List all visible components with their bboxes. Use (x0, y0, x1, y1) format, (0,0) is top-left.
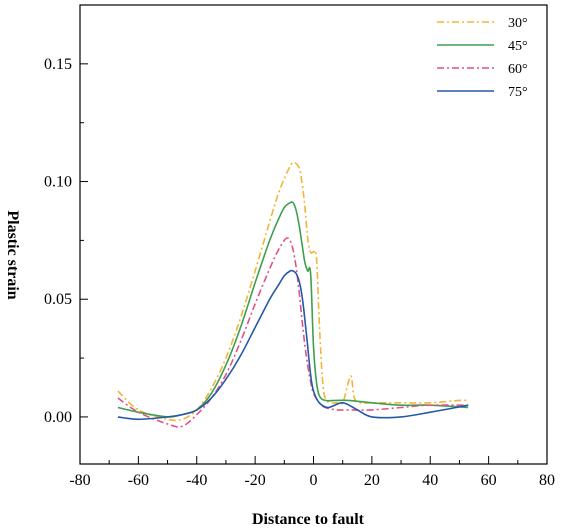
x-tick-label: 60 (481, 472, 497, 489)
x-tick-label: 80 (539, 472, 555, 489)
legend-label: 60° (508, 62, 528, 77)
x-tick-label: 0 (310, 472, 318, 489)
y-axis-title: Plastic strain (4, 210, 21, 299)
series-line-1 (117, 161, 469, 422)
x-tick-label: 20 (364, 472, 380, 489)
legend-label: 45° (508, 39, 528, 54)
series-line-4 (117, 269, 469, 421)
x-tick-label: -60 (128, 472, 149, 489)
y-axis-ticks: 0.00 0.05 0.10 0.15 (44, 56, 88, 426)
y-tick-label: 0.10 (44, 174, 72, 191)
y-tick-label: 0.05 (44, 291, 72, 308)
x-tick-label: 40 (422, 472, 438, 489)
x-tick-label: -80 (69, 472, 90, 489)
y-tick-label: 0.00 (44, 409, 72, 426)
series-line-3 (117, 237, 469, 428)
legend-label: 75° (508, 85, 528, 100)
legend: 30° 45° 60° 75° (437, 16, 528, 100)
y-tick-label: 0.15 (44, 56, 72, 73)
x-tick-label: -40 (186, 472, 207, 489)
x-axis-ticks: -80 -60 -40 -20 0 20 40 60 80 (69, 456, 555, 489)
x-tick-label: -20 (244, 472, 265, 489)
series-line-2 (117, 201, 469, 418)
data-lines (117, 161, 469, 428)
legend-label: 30° (508, 16, 528, 31)
x-axis-title: Distance to fault (252, 511, 365, 528)
